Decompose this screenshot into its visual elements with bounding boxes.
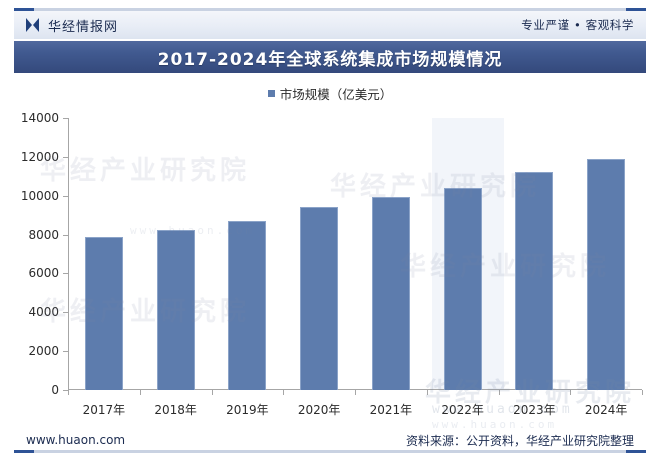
y-axis-tick bbox=[63, 118, 68, 119]
x-axis-tick bbox=[139, 390, 141, 395]
page-header: 华经情报网 专业严谨 • 客观科学 bbox=[14, 11, 646, 39]
x-axis-tick bbox=[570, 390, 572, 395]
x-axis-label: 2019年 bbox=[226, 403, 269, 417]
y-axis-label: 8000 bbox=[28, 227, 59, 242]
y-axis-label: 14000 bbox=[20, 111, 59, 125]
x-axis-tick bbox=[498, 390, 500, 395]
page-footer: www.huaon.com 资料来源：公开资料，华经产业研究院整理 bbox=[14, 428, 646, 452]
footer-site-url[interactable]: www.huaon.com bbox=[26, 433, 126, 447]
y-axis-tick bbox=[63, 351, 68, 353]
page-title: 2017-2024年全球系统集成市场规模情况 bbox=[157, 49, 503, 70]
y-axis-label: 0 bbox=[51, 383, 59, 397]
y-axis-tick bbox=[63, 312, 68, 314]
bar bbox=[443, 187, 482, 390]
x-axis-label: 2017年 bbox=[82, 403, 126, 417]
title-bar: 2017-2024年全球系统集成市场规模情况 bbox=[14, 41, 646, 73]
double-triangle-logo-icon bbox=[26, 18, 41, 32]
bar bbox=[371, 197, 410, 390]
chart-container: 市场规模（亿美元） 0 2000 4000 6000 8000 10000 12000 140… bbox=[0, 76, 660, 421]
legend-label: 市场规模（亿美元） bbox=[279, 87, 393, 102]
bar bbox=[587, 159, 626, 390]
y-axis-tick bbox=[63, 195, 68, 197]
brand-name: 华经情报网 bbox=[48, 19, 119, 35]
x-axis-label: 2023年 bbox=[513, 403, 556, 417]
header-tagline: 专业严谨 • 客观科学 bbox=[521, 18, 634, 32]
bar bbox=[228, 220, 267, 390]
y-axis-tick bbox=[63, 273, 68, 275]
x-axis-label: 2020年 bbox=[297, 403, 341, 417]
footer-source-note: 资料来源：公开资料，华经产业研究院整理 bbox=[405, 433, 634, 448]
bar bbox=[156, 230, 195, 390]
y-axis-label: 10000 bbox=[20, 188, 59, 203]
y-axis-tick bbox=[63, 156, 68, 158]
x-axis-tick bbox=[283, 390, 285, 395]
y-axis-label: 6000 bbox=[28, 266, 59, 281]
x-axis bbox=[68, 389, 642, 390]
x-axis-label: 2018年 bbox=[154, 403, 197, 417]
legend-swatch-icon bbox=[267, 90, 275, 97]
bar bbox=[300, 206, 339, 390]
plot-area: 0 2000 4000 6000 8000 10000 12000 14000 2017年 201… bbox=[21, 111, 643, 417]
chart-legend: 市场规模（亿美元） bbox=[0, 84, 660, 103]
x-axis-tick bbox=[211, 390, 213, 395]
y-axis-label: 12000 bbox=[20, 149, 59, 164]
y-axis-label: 4000 bbox=[28, 305, 59, 320]
x-axis-tick bbox=[355, 390, 356, 395]
y-axis-tick bbox=[63, 234, 68, 236]
x-axis-label: 2021年 bbox=[369, 403, 413, 417]
x-axis-tick bbox=[642, 390, 643, 395]
brand: 华经情报网 bbox=[26, 16, 118, 35]
y-axis-tick bbox=[63, 390, 68, 391]
x-axis-tick bbox=[68, 390, 69, 395]
x-axis-tick bbox=[426, 390, 428, 395]
bar bbox=[84, 236, 123, 390]
y-axis bbox=[68, 118, 69, 390]
bar bbox=[515, 172, 554, 390]
x-axis-label: 2024年 bbox=[584, 403, 628, 417]
top-accent-rule bbox=[14, 8, 646, 11]
x-axis-label: 2022年 bbox=[441, 403, 484, 417]
bottom-accent-rule bbox=[14, 450, 646, 453]
y-axis-label: 2000 bbox=[28, 344, 59, 359]
